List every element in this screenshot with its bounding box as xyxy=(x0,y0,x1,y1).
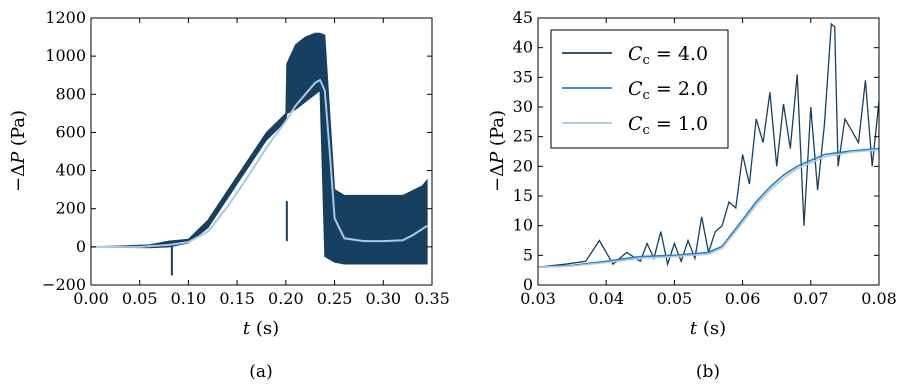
panel-b-frame xyxy=(537,17,880,286)
panel-a-ytick-label: 0 xyxy=(76,237,86,256)
panel-a-xtick-label: 0.10 xyxy=(171,289,207,308)
panel-b-series-line-1 xyxy=(538,147,879,268)
panel-a-xtick-label: 0.15 xyxy=(219,289,255,308)
panel-b-series-line-2 xyxy=(538,148,879,268)
panel-b-xtick-label: 0.07 xyxy=(793,289,829,308)
panel-b-xtick-label: 0.04 xyxy=(588,289,624,308)
legend: Cc = 4.0 Cc = 2.0 Cc = 1.0 xyxy=(550,29,729,149)
legend-box xyxy=(550,29,729,149)
panel-a-xlabel-unit: (s) xyxy=(250,318,279,339)
panel-b-plot-area xyxy=(538,22,879,268)
panel-b-xtick-label: 0.05 xyxy=(657,289,693,308)
panel-b-ytick-label: 15 xyxy=(513,186,533,205)
panel-a-xtick-label: 0.25 xyxy=(317,289,353,308)
panel-b-caption: (b) xyxy=(696,362,720,382)
panel-a-caption: (a) xyxy=(249,362,272,382)
panel-b-xtick-label: 0.03 xyxy=(520,289,556,308)
panel-a-ytick-label: 1200 xyxy=(45,8,86,27)
panel-a-ytick-label: −200 xyxy=(42,275,86,294)
panel-a-xtick-label: 0.00 xyxy=(73,289,109,308)
legend-label-1: Cc = 2.0 xyxy=(628,78,708,103)
panel-b-ytick-label: 30 xyxy=(513,97,533,116)
panel-b-xtick-label: 0.06 xyxy=(725,289,761,308)
panel-b-ytick-label: 40 xyxy=(513,38,533,57)
panel-a-ytick-label: 400 xyxy=(55,161,86,180)
panel-b-series-line-0 xyxy=(538,22,879,268)
panel-b-ytick-label: 45 xyxy=(513,8,533,27)
panel-a-ylabel: −ΔP (Pa) xyxy=(8,110,29,192)
panel-b: 0.03 0.04 0.05 0.06 0.07 0.08 0 5 10 15 20 25 30 35 40… xyxy=(487,8,897,382)
panel-b-ytick-label: 35 xyxy=(513,67,533,86)
panel-a-ytick-label: 800 xyxy=(55,84,86,103)
panel-a-ticks: 0.00 0.05 0.10 0.15 0.20 0.25 0.30 0.35 −200 0 200… xyxy=(42,8,450,308)
panel-a: 0.00 0.05 0.10 0.15 0.20 0.25 0.30 0.35 −200 0 200… xyxy=(8,8,450,382)
panel-a-oscillation-band xyxy=(91,32,428,265)
panel-a-xtick-label: 0.30 xyxy=(365,289,401,308)
panel-b-xtick-label: 0.08 xyxy=(861,289,897,308)
panel-a-frame xyxy=(90,17,433,286)
panel-a-xtick-label: 0.35 xyxy=(414,289,450,308)
panel-a-xtick-label: 0.05 xyxy=(122,289,158,308)
panel-b-ytick-label: 10 xyxy=(513,216,533,235)
legend-label-0: Cc = 4.0 xyxy=(628,43,708,68)
panel-b-ytick-label: 25 xyxy=(513,127,533,146)
panel-a-ytick-label: 1000 xyxy=(45,46,86,65)
panel-a-xtick-label: 0.20 xyxy=(268,289,304,308)
panel-a-xlabel: t (s) xyxy=(243,318,279,339)
panel-b-xlabel: t (s) xyxy=(690,318,726,339)
panel-b-ytick-label: 0 xyxy=(523,275,533,294)
panel-b-ytick-label: 20 xyxy=(513,156,533,175)
legend-label-2: Cc = 1.0 xyxy=(628,113,708,138)
panel-b-ylabel: −ΔP (Pa) xyxy=(487,110,508,192)
panel-a-plot-area xyxy=(91,32,428,276)
panel-a-ytick-label: 600 xyxy=(55,122,86,141)
panel-b-ticks: 0.03 0.04 0.05 0.06 0.07 0.08 0 5 10 15 20 25 30 35 40… xyxy=(513,8,897,308)
panel-a-mean-line xyxy=(91,78,428,248)
panel-a-xlabel-var: t xyxy=(243,318,251,339)
panel-a-ytick-label: 200 xyxy=(55,199,86,218)
panel-b-ytick-label: 5 xyxy=(523,245,533,264)
